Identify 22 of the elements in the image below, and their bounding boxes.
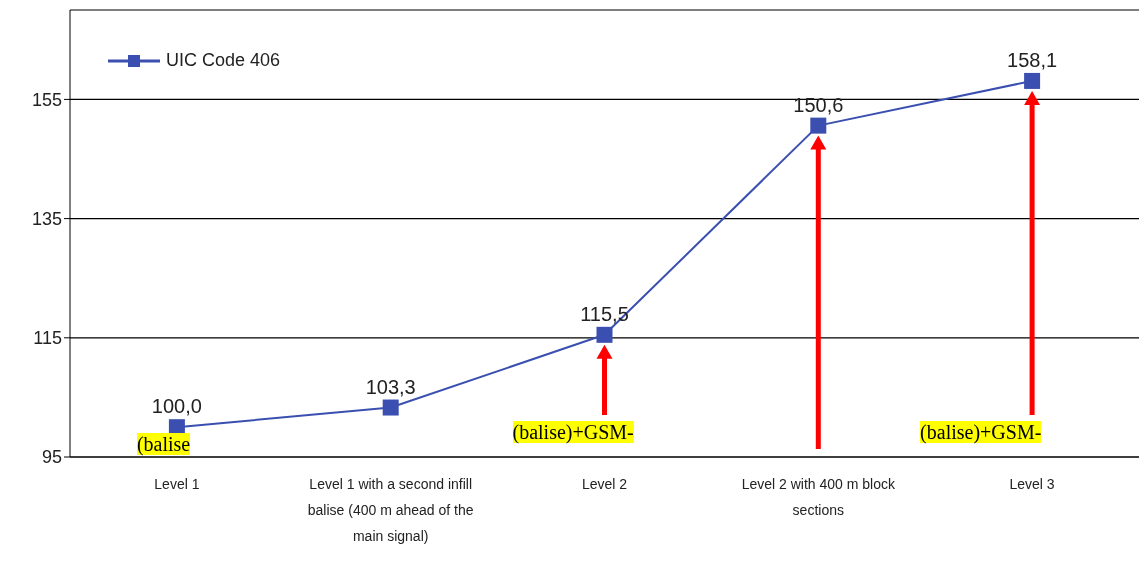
y-tick-label: 95 bbox=[41, 447, 62, 468]
data-label: 150,6 bbox=[793, 93, 844, 116]
point bbox=[810, 117, 827, 134]
y-tick-label: 135 bbox=[31, 208, 62, 229]
data-label: 103,3 bbox=[365, 375, 416, 398]
annotation: (balise)+GSM- bbox=[920, 421, 1042, 444]
annotation: (balise)+GSM- bbox=[512, 421, 634, 444]
point bbox=[382, 399, 399, 416]
data-label: 158,1 bbox=[1007, 48, 1058, 71]
x-tick-label: Level 2 bbox=[581, 475, 628, 492]
point bbox=[596, 326, 613, 343]
x-tick-label: Level 2 with 400 m block sections bbox=[741, 475, 896, 518]
x-tick-label: Level 1 bbox=[154, 475, 200, 492]
x-tick-label: Level 3 bbox=[1009, 475, 1055, 492]
point bbox=[1024, 72, 1041, 89]
data-label: 115,5 bbox=[580, 302, 629, 325]
y-tick-label: 155 bbox=[31, 89, 62, 110]
annotation: (balise bbox=[136, 433, 191, 456]
x-tick-label: Level 1 with a second infill balise (400 m ahead of the main signal) bbox=[307, 475, 474, 544]
data-label: 100,0 bbox=[151, 395, 202, 418]
y-tick-label: 115 bbox=[33, 328, 62, 349]
legend-label: UIC Code 406 bbox=[166, 50, 281, 71]
